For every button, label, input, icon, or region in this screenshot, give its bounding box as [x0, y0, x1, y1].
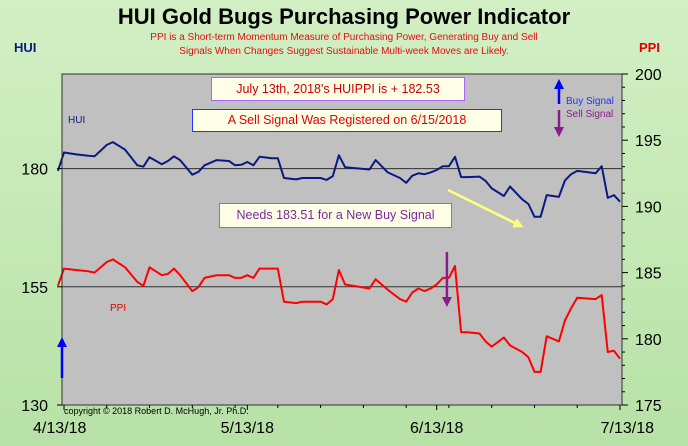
- legend-buy-label: Buy Signal: [566, 96, 614, 107]
- series-line-ppi: [56, 258, 621, 373]
- legend-sell-label: Sell Signal: [566, 109, 614, 120]
- series-line-hui: [56, 141, 621, 218]
- series-label-ppi: PPI: [110, 303, 127, 314]
- copyright-text: copyright © 2018 Robert D. McHugh, Jr. P…: [64, 406, 249, 416]
- right-axis-tick-label: 180: [635, 332, 662, 349]
- x-axis-tick-label: 5/13/18: [221, 420, 274, 437]
- x-axis-tick-label: 6/13/18: [410, 420, 463, 437]
- trend-highlight-arrow: [447, 188, 524, 228]
- right-axis-tick-label: 200: [635, 67, 662, 84]
- left-axis-tick-label: 180: [21, 162, 48, 179]
- series-label-hui: HUI: [68, 115, 86, 126]
- right-axis-tick-label: 175: [635, 398, 662, 415]
- left-axis-tick-label: 130: [21, 398, 48, 415]
- x-axis-tick-label: 4/13/18: [33, 420, 86, 437]
- left-axis-label: HUI: [14, 40, 37, 55]
- buy-needed-box: Needs 183.51 for a New Buy Signal: [219, 203, 452, 228]
- right-axis-tick-label: 195: [635, 133, 662, 150]
- chart-subtitle-line-1: PPI is a Short-term Momentum Measure of …: [150, 32, 538, 43]
- hui-value-box: July 13th, 2018's HUIPPI is + 182.53: [211, 77, 465, 101]
- plot-frame: [61, 73, 623, 406]
- chart-subtitle: PPI is a Short-term Momentum Measure of …: [100, 31, 588, 59]
- chart-title: HUI Gold Bugs Purchasing Power Indicator: [117, 4, 571, 29]
- chart-subtitle-line-2: Signals When Changes Suggest Sustainable…: [179, 46, 509, 57]
- sell-signal-box: A Sell Signal Was Registered on 6/15/201…: [192, 109, 502, 132]
- right-axis-label: PPI: [639, 40, 660, 55]
- x-axis-tick-label: 7/13/18: [601, 420, 654, 437]
- left-axis-tick-label: 155: [21, 280, 48, 297]
- right-axis-tick-label: 185: [635, 266, 662, 283]
- right-axis-tick-label: 190: [635, 199, 662, 216]
